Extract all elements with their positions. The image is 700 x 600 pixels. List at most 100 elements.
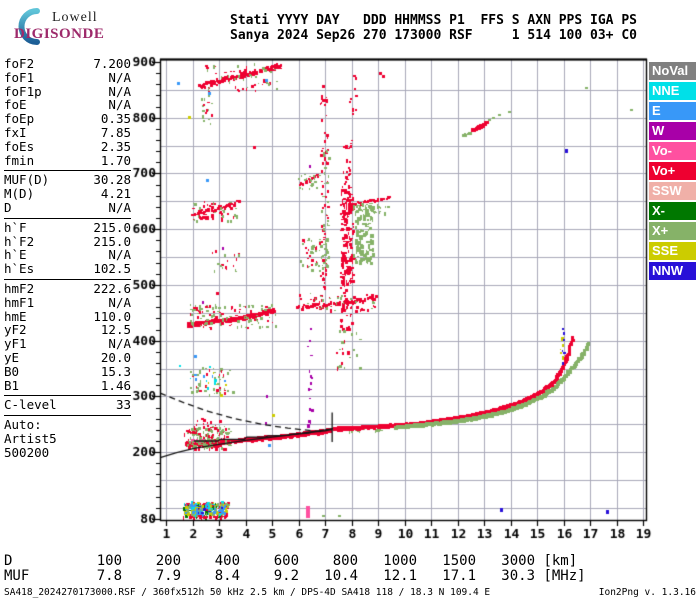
logo-digisonde-text: DIGISONDE [14, 26, 105, 42]
param-name: hmF2 [4, 280, 35, 296]
param-value: 33 [115, 397, 131, 413]
param-value: 215.0 [93, 219, 131, 235]
param-value: N/A [108, 97, 131, 113]
param-name: MUF(D) [4, 172, 50, 188]
param-value: 20.0 [100, 349, 131, 365]
param-value: N/A [108, 247, 131, 263]
param-value: 2.35 [100, 138, 131, 154]
param-name: yE [4, 349, 20, 365]
param-name: h`F2 [4, 233, 35, 249]
param-name: fmin [4, 152, 35, 168]
param-name: foEs [4, 138, 35, 154]
param-name: foE [4, 97, 27, 113]
param-value: 0.35 [100, 111, 131, 127]
param-name: yF2 [4, 322, 27, 338]
param-name: foEp [4, 111, 35, 127]
status-program-version: Ion2Png v. 1.3.16 [598, 587, 696, 598]
legend-x: X- [649, 202, 696, 220]
param-clevel: C-level 33 [4, 398, 131, 412]
param-b1: B1 1.46 [4, 377, 131, 393]
param-value: 15.3 [100, 363, 131, 379]
param-md: M(D) 4.21 [4, 187, 131, 201]
param-name: foF2 [4, 56, 35, 71]
panel-separator [4, 278, 131, 280]
status-file-info: SA418_2024270173000.RSF / 360fx512h 50 k… [4, 587, 491, 598]
param-hmf1: hmF1 N/A [4, 294, 131, 310]
header-column-names: Stati YYYY DAY DDD HHMMSS P1 FFS S AXN P… [230, 13, 637, 28]
param-hme: hmE 110.0 [4, 308, 131, 324]
param-hf2: h`F2 215.0 [4, 233, 131, 249]
direction-legend: NoVal NNE E W Vo- Vo+ SSW X- X+ SSE NNW [649, 62, 696, 282]
param-value: N/A [108, 336, 131, 352]
param-foes: foEs 2.35 [4, 138, 131, 154]
legend-nne: NNE [649, 82, 696, 100]
param-hmf2: hmF2 222.6 [4, 282, 131, 296]
param-name: h`F [4, 219, 27, 235]
legend-noval: NoVal [649, 62, 696, 80]
param-value: 1.46 [100, 377, 131, 393]
legend-vo: Vo- [649, 142, 696, 160]
measurement-header: Stati YYYY DAY DDD HHMMSS P1 FFS S AXN P… [230, 13, 637, 43]
param-name: Artist5 [4, 430, 57, 446]
param-fof1: foF1 N/A [4, 69, 131, 85]
param-value: 4.21 [100, 186, 131, 202]
param-value: 30.28 [93, 172, 131, 188]
param-d: D N/A [4, 201, 131, 215]
param-name: yF1 [4, 336, 27, 352]
legend-x: X+ [649, 222, 696, 240]
param-name: Auto: [4, 417, 42, 433]
panel-separator [4, 170, 131, 172]
param-yf2: yF2 12.5 [4, 323, 131, 337]
param-auto: Auto: [4, 418, 131, 432]
param-name: h`E [4, 247, 27, 263]
param-value: 7.200 [93, 56, 131, 71]
param-name: hmE [4, 308, 27, 324]
param-value: 110.0 [93, 308, 131, 324]
logo-lowell-text: Lowell [52, 10, 98, 25]
legend-ssw: SSW [649, 182, 696, 200]
param-name: h`Es [4, 261, 35, 277]
param-name: foF1 [4, 69, 35, 85]
distance-muf-table: D 100 200 400 600 800 1000 1500 3000 [km… [4, 553, 586, 584]
legend-vo: Vo+ [649, 162, 696, 180]
param-yf1: yF1 N/A [4, 337, 131, 351]
param-foep: foEp 0.35 [4, 112, 131, 126]
panel-separator [4, 217, 131, 219]
logo-arc-icon [18, 8, 40, 45]
param-fmin: fmin 1.70 [4, 152, 131, 168]
param-ye: yE 20.0 [4, 351, 131, 365]
param-value: N/A [108, 69, 131, 85]
param-value: N/A [108, 83, 131, 99]
status-bar: SA418_2024270173000.RSF / 360fx512h 50 k… [4, 587, 696, 598]
digisonde-logo: Lowell DIGISONDE [6, 4, 126, 48]
legend-sse: SSE [649, 242, 696, 260]
param-name: C-level [4, 397, 57, 413]
param-name: B0 [4, 363, 20, 379]
param-500200: 500200 [4, 444, 131, 460]
param-value: 12.5 [100, 322, 131, 338]
param-fxi: fxI 7.85 [4, 126, 131, 140]
param-name: D [4, 199, 12, 215]
param-fof1p: foF1p N/A [4, 83, 131, 99]
legend-w: W [649, 122, 696, 140]
parameter-panel: foF2 7.200 foF1 N/A foF1p N/A foE N/A foEp 0.35 fx… [4, 57, 131, 460]
param-he: h`E N/A [4, 248, 131, 262]
panel-separator [4, 395, 131, 397]
header-values: Sanya 2024 Sep26 270 173000 RSF 1 514 10… [230, 28, 637, 43]
param-value: 222.6 [93, 280, 131, 296]
param-name: M(D) [4, 186, 35, 202]
param-name: fxI [4, 124, 27, 140]
param-value: 1.70 [100, 152, 131, 168]
param-artist5: Artist5 [4, 432, 131, 446]
legend-e: E [649, 102, 696, 120]
panel-separator [4, 415, 131, 417]
param-fof2: foF2 7.200 [4, 57, 131, 71]
param-foe: foE N/A [4, 98, 131, 112]
param-name: 500200 [4, 444, 50, 460]
param-hes: h`Es 102.5 [4, 262, 131, 276]
param-name: foF1p [4, 83, 42, 99]
param-value: N/A [108, 294, 131, 310]
param-hf: h`F 215.0 [4, 219, 131, 235]
